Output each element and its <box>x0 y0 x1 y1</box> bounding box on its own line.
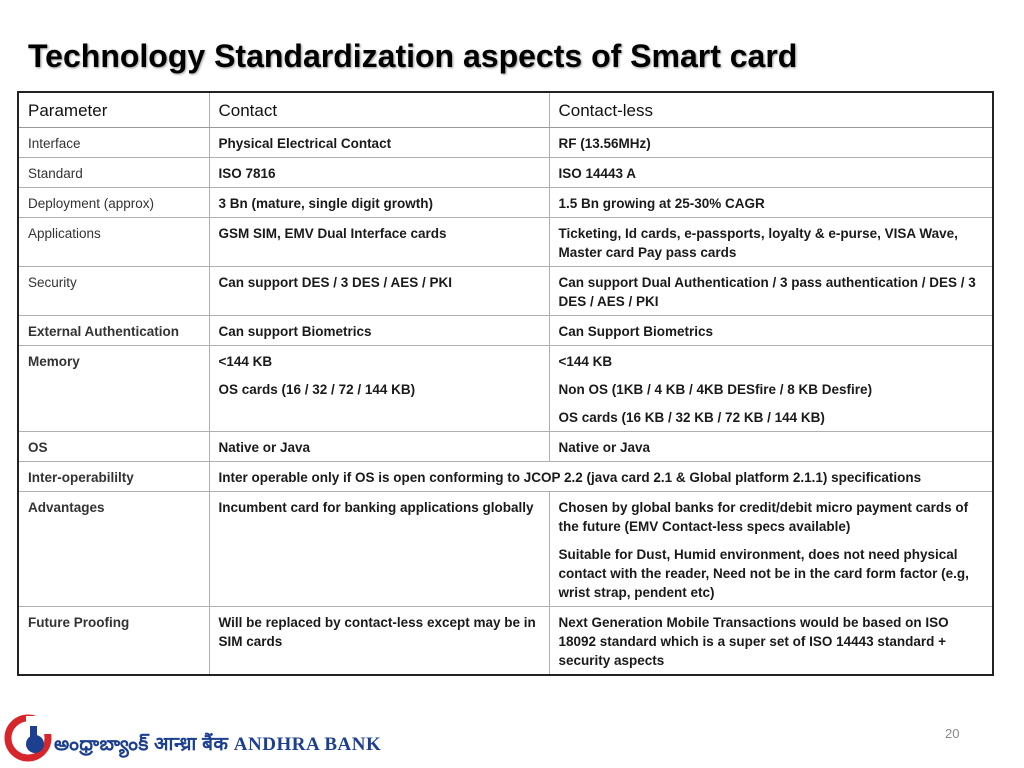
cell-text: Native or Java <box>218 440 311 455</box>
row-parameter: Future Proofing <box>17 606 210 676</box>
row-contactless: Ticketing, Id cards, e-passports, loyalt… <box>548 217 994 267</box>
row-contact: ISO 7816 <box>208 157 550 188</box>
table-row: Security Can support DES / 3 DES / AES /… <box>17 266 994 316</box>
cell-text: RF (13.56MHz) <box>558 136 651 151</box>
row-contact: Physical Electrical Contact <box>208 127 550 158</box>
row-merged-value: Inter operable only if OS is open confor… <box>208 461 994 492</box>
table-header-row: Parameter Contact Contact-less <box>17 91 994 128</box>
table-row: Memory <144 KB OS cards (16 / 32 / 72 / … <box>17 345 994 432</box>
row-parameter: Memory <box>17 345 210 432</box>
header-contact: Contact <box>208 91 550 128</box>
cell-text: Can support DES / 3 DES / AES / PKI <box>218 275 453 290</box>
row-parameter: Advantages <box>17 491 210 607</box>
table-row: External Authentication Can support Biom… <box>17 315 994 346</box>
row-contact: 3 Bn (mature, single digit growth) <box>208 187 550 218</box>
row-parameter: Applications <box>17 217 210 267</box>
cell-text: 3 Bn (mature, single digit growth) <box>218 196 434 211</box>
cell-text: Chosen by global banks for credit/debit … <box>558 500 969 534</box>
cell-text: Can Support Biometrics <box>558 324 714 339</box>
header-parameter: Parameter <box>17 91 210 128</box>
cell-text: Non OS (1KB / 4 KB / 4KB DESfire / 8 KB … <box>558 382 873 397</box>
row-parameter: OS <box>17 431 210 462</box>
row-contact: Native or Java <box>208 431 550 462</box>
table-row: OS Native or Java Native or Java <box>17 431 994 462</box>
table-row: Future Proofing Will be replaced by cont… <box>17 606 994 676</box>
row-contactless: <144 KB Non OS (1KB / 4 KB / 4KB DESfire… <box>548 345 994 432</box>
cell-text: Incumbent card for banking applications … <box>218 500 534 515</box>
bank-emblem-icon <box>4 714 52 762</box>
cell-text: Will be replaced by contact-less except … <box>218 615 536 649</box>
slide-number: 20 <box>945 726 960 741</box>
cell-text: ISO 7816 <box>218 166 276 181</box>
row-contactless: Chosen by global banks for credit/debit … <box>548 491 994 607</box>
cell-text: ISO 14443 A <box>558 166 637 181</box>
row-parameter: Inter-operabililty <box>17 461 210 492</box>
slide-title: Technology Standardization aspects of Sm… <box>28 38 798 74</box>
row-contact: <144 KB OS cards (16 / 32 / 72 / 144 KB) <box>208 345 550 432</box>
table-row: Interface Physical Electrical Contact RF… <box>17 127 994 158</box>
cell-text: Inter operable only if OS is open confor… <box>218 470 922 485</box>
row-parameter: Interface <box>17 127 210 158</box>
table-row: Applications GSM SIM, EMV Dual Interface… <box>17 217 994 267</box>
header-contactless: Contact-less <box>548 91 994 128</box>
row-contactless: Can Support Biometrics <box>548 315 994 346</box>
cell-text: Can support Dual Authentication / 3 pass… <box>558 275 976 309</box>
cell-text: <144 KB <box>218 354 273 369</box>
cell-text: 1.5 Bn growing at 25-30% CAGR <box>558 196 765 211</box>
cell-text: Ticketing, Id cards, e-passports, loyalt… <box>558 226 958 260</box>
row-contact: GSM SIM, EMV Dual Interface cards <box>208 217 550 267</box>
cell-text: Next Generation Mobile Transactions woul… <box>558 615 949 668</box>
row-parameter: External Authentication <box>17 315 210 346</box>
row-contact: Can support Biometrics <box>208 315 550 346</box>
row-contactless: Can support Dual Authentication / 3 pass… <box>548 266 994 316</box>
cell-text: OS cards (16 KB / 32 KB / 72 KB / 144 KB… <box>558 410 825 425</box>
row-contactless: RF (13.56MHz) <box>548 127 994 158</box>
row-contactless: ISO 14443 A <box>548 157 994 188</box>
row-contact: Will be replaced by contact-less except … <box>208 606 550 676</box>
cell-text: Suitable for Dust, Humid environment, do… <box>558 547 969 600</box>
row-parameter: Deployment (approx) <box>17 187 210 218</box>
row-contactless: Native or Java <box>548 431 994 462</box>
row-contact: Can support DES / 3 DES / AES / PKI <box>208 266 550 316</box>
row-contactless: 1.5 Bn growing at 25-30% CAGR <box>548 187 994 218</box>
cell-text: OS cards (16 / 32 / 72 / 144 KB) <box>218 382 416 397</box>
andhra-bank-logo: అంధ్రాబ్యాంక్ आन्ध्रा बैंक ANDHRA BANK <box>4 712 381 762</box>
cell-text: GSM SIM, EMV Dual Interface cards <box>218 226 447 241</box>
table-row: Advantages Incumbent card for banking ap… <box>17 491 994 607</box>
row-contact: Incumbent card for banking applications … <box>208 491 550 607</box>
row-contactless: Next Generation Mobile Transactions woul… <box>548 606 994 676</box>
table-row: Deployment (approx) 3 Bn (mature, single… <box>17 187 994 218</box>
cell-text: Physical Electrical Contact <box>218 136 392 151</box>
row-parameter: Standard <box>17 157 210 188</box>
row-parameter: Security <box>17 266 210 316</box>
comparison-table: Parameter Contact Contact-less Interface… <box>17 91 994 676</box>
table-row: Standard ISO 7816 ISO 14443 A <box>17 157 994 188</box>
bank-name-text: అంధ్రాబ్యాంక్ आन्ध्रा बैंक ANDHRA BANK <box>54 734 382 755</box>
cell-text: Can support Biometrics <box>218 324 372 339</box>
table-row: Inter-operabililty Inter operable only i… <box>17 461 994 492</box>
cell-text: Native or Java <box>558 440 651 455</box>
cell-text: <144 KB <box>558 354 613 369</box>
